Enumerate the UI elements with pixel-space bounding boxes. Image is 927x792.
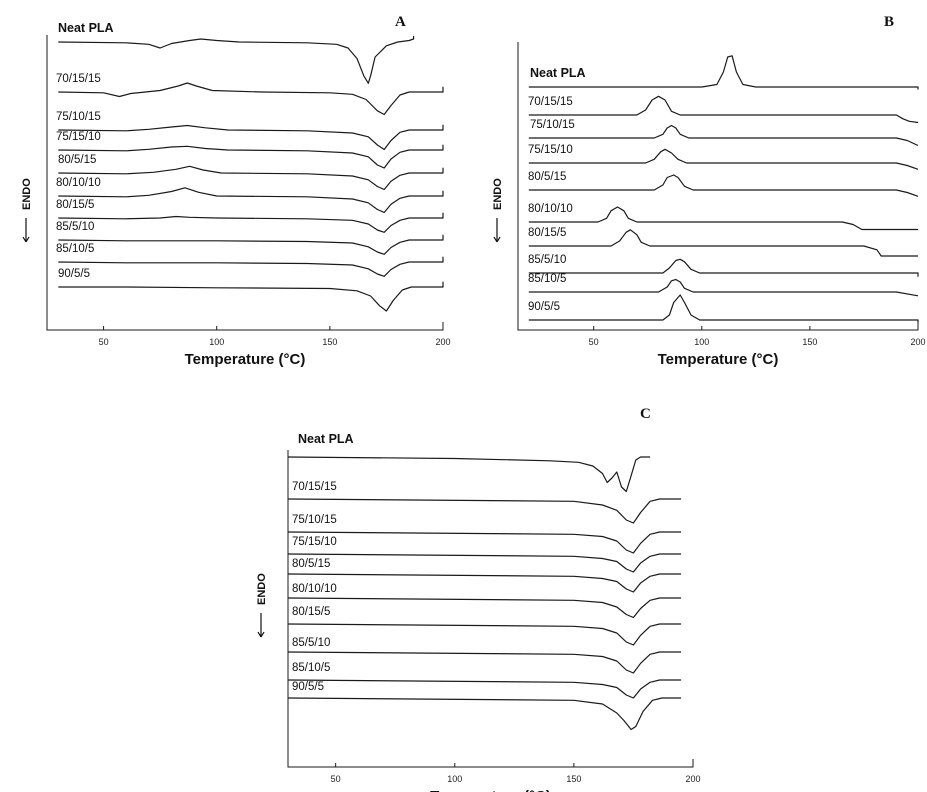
series-curve [528, 55, 919, 90]
x-tick-label: 100 [694, 337, 709, 347]
x-tick-label: 200 [685, 774, 700, 784]
series-curve [58, 187, 444, 214]
series-curve [287, 679, 682, 699]
series-curve [528, 229, 918, 257]
endo-indicator: ENDO [256, 573, 268, 638]
series-label: 80/5/15 [58, 154, 96, 166]
series-curve [58, 212, 444, 233]
series-label: 70/15/15 [56, 73, 101, 85]
series-label: 70/15/15 [292, 481, 337, 493]
series-curve [58, 36, 415, 84]
series-curve [58, 82, 444, 116]
series-label: 90/5/5 [528, 301, 560, 313]
x-tick-label: 50 [331, 774, 341, 784]
series-curve [58, 256, 444, 277]
series-curve [287, 597, 682, 619]
series-label: 75/15/10 [528, 144, 573, 156]
series-curve [287, 623, 682, 646]
series-curve [287, 697, 682, 731]
series-curve [58, 144, 444, 169]
axis-frame [517, 42, 919, 331]
x-tick-label: 50 [589, 337, 599, 347]
series-label: 90/5/5 [292, 681, 324, 693]
x-axis-label: Temperature (°C) [430, 788, 551, 792]
x-tick-label: 150 [802, 337, 817, 347]
series-curve [528, 95, 919, 124]
endo-indicator: ENDO [21, 178, 33, 243]
series-curve [287, 651, 682, 674]
panel-C: 50 100 150 200 Temperature (°C) C ENDO Neat PLA… [256, 406, 701, 792]
series-label: 70/15/15 [528, 96, 573, 108]
series-label: 80/5/15 [292, 558, 330, 570]
series-label: 85/5/10 [528, 254, 566, 266]
panel-letter: A [395, 14, 406, 30]
series-label: 85/10/5 [528, 273, 566, 285]
endo-arrow-icon [22, 218, 30, 243]
endo-label: ENDO [21, 178, 33, 210]
series-label: 75/10/15 [292, 514, 337, 526]
series-label: 80/5/15 [528, 171, 566, 183]
panel-letter: C [640, 406, 651, 422]
x-axis-label: Temperature (°C) [658, 351, 779, 368]
axis-frame [46, 35, 444, 331]
endo-label: ENDO [256, 573, 268, 605]
panel-A: 50 100 150 200 Temperature (°C) A ENDO Neat PLA… [21, 14, 451, 368]
series-curve [287, 531, 682, 554]
series-label: 80/15/5 [56, 199, 94, 211]
endo-label: ENDO [492, 178, 504, 210]
series-label: 75/15/10 [292, 536, 337, 548]
endo-arrow-icon [493, 218, 501, 243]
x-tick-label: 150 [566, 774, 581, 784]
endo-arrow-icon [257, 613, 265, 638]
series-curve [528, 148, 919, 170]
series-curve [58, 281, 444, 312]
series-label: Neat PLA [530, 66, 586, 80]
series-label: 85/10/5 [292, 662, 330, 674]
series-label: 75/10/15 [56, 111, 101, 123]
x-tick-label: 50 [99, 337, 109, 347]
series-curve [528, 174, 919, 197]
series-label: 80/15/5 [528, 227, 566, 239]
series-curve [287, 553, 682, 573]
series-curve [528, 124, 919, 147]
x-tick-label: 200 [910, 337, 925, 347]
panel-letter: B [884, 14, 894, 30]
series-label: Neat PLA [298, 432, 354, 446]
series-curve [58, 124, 444, 151]
series-curve [287, 573, 682, 593]
series-label: 80/15/5 [292, 606, 330, 618]
x-tick-label: 200 [435, 337, 450, 347]
series-curve [287, 456, 651, 493]
series-curve [528, 294, 919, 323]
series-curve [528, 258, 919, 277]
series-label: 75/10/15 [530, 119, 575, 131]
series-label: 85/5/10 [56, 221, 94, 233]
x-axis-label: Temperature (°C) [185, 351, 306, 368]
endo-indicator: ENDO [492, 178, 504, 243]
series-label: Neat PLA [58, 21, 114, 35]
panel-B: 50 100 150 200 Temperature (°C) B ENDO Neat PLA… [492, 14, 926, 368]
series-curve [58, 234, 444, 255]
x-tick-label: 150 [322, 337, 337, 347]
series-label: 75/15/10 [56, 131, 101, 143]
series-label: 90/5/5 [58, 268, 90, 280]
x-tick-label: 100 [209, 337, 224, 347]
series-curve [287, 498, 682, 524]
axis-frame [287, 450, 694, 768]
series-curve [528, 206, 918, 231]
series-label: 80/10/10 [56, 177, 101, 189]
series-label: 80/10/10 [292, 583, 337, 595]
x-tick-label: 100 [447, 774, 462, 784]
series-curve [58, 165, 444, 191]
series-curve [528, 278, 919, 297]
series-label: 80/10/10 [528, 203, 573, 215]
series-label: 85/5/10 [292, 637, 330, 649]
series-label: 85/10/5 [56, 243, 94, 255]
